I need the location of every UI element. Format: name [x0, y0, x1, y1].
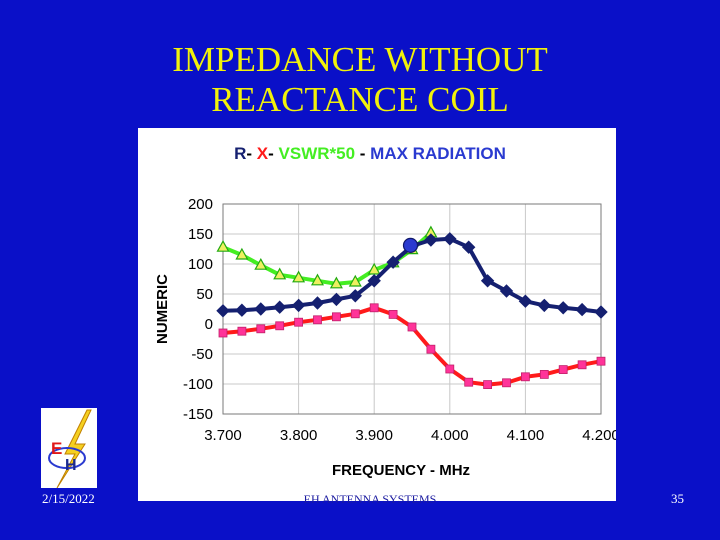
x-data-point [539, 369, 549, 379]
r-data-point [291, 298, 306, 313]
x-tick-label: 4.200 [582, 427, 616, 444]
x-data-point [256, 324, 266, 334]
x-axis-title: FREQUENCY - MHz [332, 462, 470, 479]
r-data-point [461, 240, 476, 254]
y-tick-label: 0 [205, 316, 213, 333]
legend-part: - [246, 144, 256, 163]
x-data-point [237, 326, 247, 336]
x-tick-label: 3.700 [204, 427, 242, 444]
r-data-point [480, 274, 495, 288]
legend-part: - [268, 144, 278, 163]
vswr-data-point [254, 257, 268, 270]
x-data-point [407, 322, 417, 332]
x-data-point [464, 377, 474, 387]
r-data-point [443, 232, 457, 246]
r-data-point [367, 274, 381, 288]
vswr-data-point [367, 262, 381, 275]
logo-letter-h: H [65, 457, 77, 474]
x-data-point [369, 303, 379, 313]
vswr-data-point [348, 274, 362, 287]
r-data-point [575, 302, 589, 317]
title-line-1: IMPEDANCE WITHOUT [172, 40, 548, 79]
y-tick-label: -100 [183, 376, 213, 393]
y-tick-label: 50 [196, 286, 213, 303]
r-data-point [254, 302, 268, 316]
impedance-chart: R- X- VSWR*50 - MAX RADIATION 2001501005… [154, 144, 620, 479]
legend-part: MAX RADIATION [370, 144, 506, 163]
r-data-point [329, 292, 344, 307]
r-data-point [348, 289, 363, 303]
r-data-point [518, 294, 533, 308]
x-data-point [313, 315, 322, 325]
r-data-point [556, 301, 570, 315]
x-tick-label: 3.800 [280, 427, 318, 444]
vswr-data-point [235, 247, 249, 260]
r-data-point [594, 305, 608, 319]
x-data-point [520, 372, 530, 382]
y-tick-label: 200 [188, 196, 213, 213]
footer-center-text: EH ANTENNA SYSTEMS [303, 492, 437, 506]
y-axis-title: NUMERIC [154, 274, 171, 344]
vswr-data-point [310, 273, 325, 286]
r-data-point [386, 255, 400, 269]
x-tick-label: 4.000 [431, 427, 469, 444]
eh-logo: E H [41, 408, 97, 489]
ticks: 200 150 100 50 0 -50 -100 -150 3.700 3.800 3.900 4.… [183, 196, 620, 444]
x-data-point [596, 356, 606, 366]
x-tick-label: 4.100 [507, 427, 545, 444]
legend-part: VSWR*50 [279, 144, 356, 163]
series-max-radiation [402, 237, 419, 254]
slide-title: IMPEDANCE WITHOUT REACTANCE COIL [0, 40, 720, 120]
y-tick-label: -150 [183, 406, 213, 423]
vswr-data-point [292, 270, 306, 283]
series-x [218, 303, 606, 390]
x-data-point [445, 364, 455, 374]
page-number: 35 [671, 491, 684, 506]
r-data-point [235, 303, 249, 317]
vswr-data-point [329, 276, 343, 289]
r-data-point [310, 296, 325, 310]
legend-part: R [234, 144, 246, 163]
x-tick-label: 3.900 [355, 427, 393, 444]
vswr-data-point [273, 267, 287, 280]
title-line-2: REACTANCE COIL [211, 80, 509, 119]
chart-panel: R- X- VSWR*50 - MAX RADIATION 200 150 100 5… [138, 128, 620, 501]
x-data-point [350, 309, 360, 319]
x-data-point [388, 309, 398, 319]
chart-legend: R- X- VSWR*50 - MAX RADIATION [234, 144, 506, 163]
series [216, 225, 608, 390]
legend-part: - [355, 144, 370, 163]
series-vswr-50 [216, 225, 438, 289]
max-radiation-point [402, 237, 419, 254]
x-data-point [577, 360, 587, 370]
x-data-point [502, 378, 511, 388]
x-data-point [275, 321, 285, 331]
x-data-point [294, 317, 304, 327]
r-data-point [272, 300, 287, 314]
y-tick-label: 150 [188, 226, 213, 243]
logo-letter-e: E [51, 439, 62, 458]
r-data-point [424, 233, 438, 247]
y-tick-label: -50 [191, 346, 213, 363]
x-data-point [331, 312, 341, 322]
vswr-data-point [216, 239, 230, 252]
x-data-point [426, 344, 436, 354]
legend-part: X [257, 144, 269, 163]
r-data-point [499, 284, 514, 298]
r-data-point [537, 298, 552, 313]
y-tick-label: 100 [188, 256, 213, 273]
r-data-point [216, 304, 230, 318]
x-data-point [218, 328, 228, 338]
x-data-point [483, 380, 493, 390]
x-data-point [558, 365, 568, 375]
footer-date: 2/15/2022 [42, 491, 95, 506]
